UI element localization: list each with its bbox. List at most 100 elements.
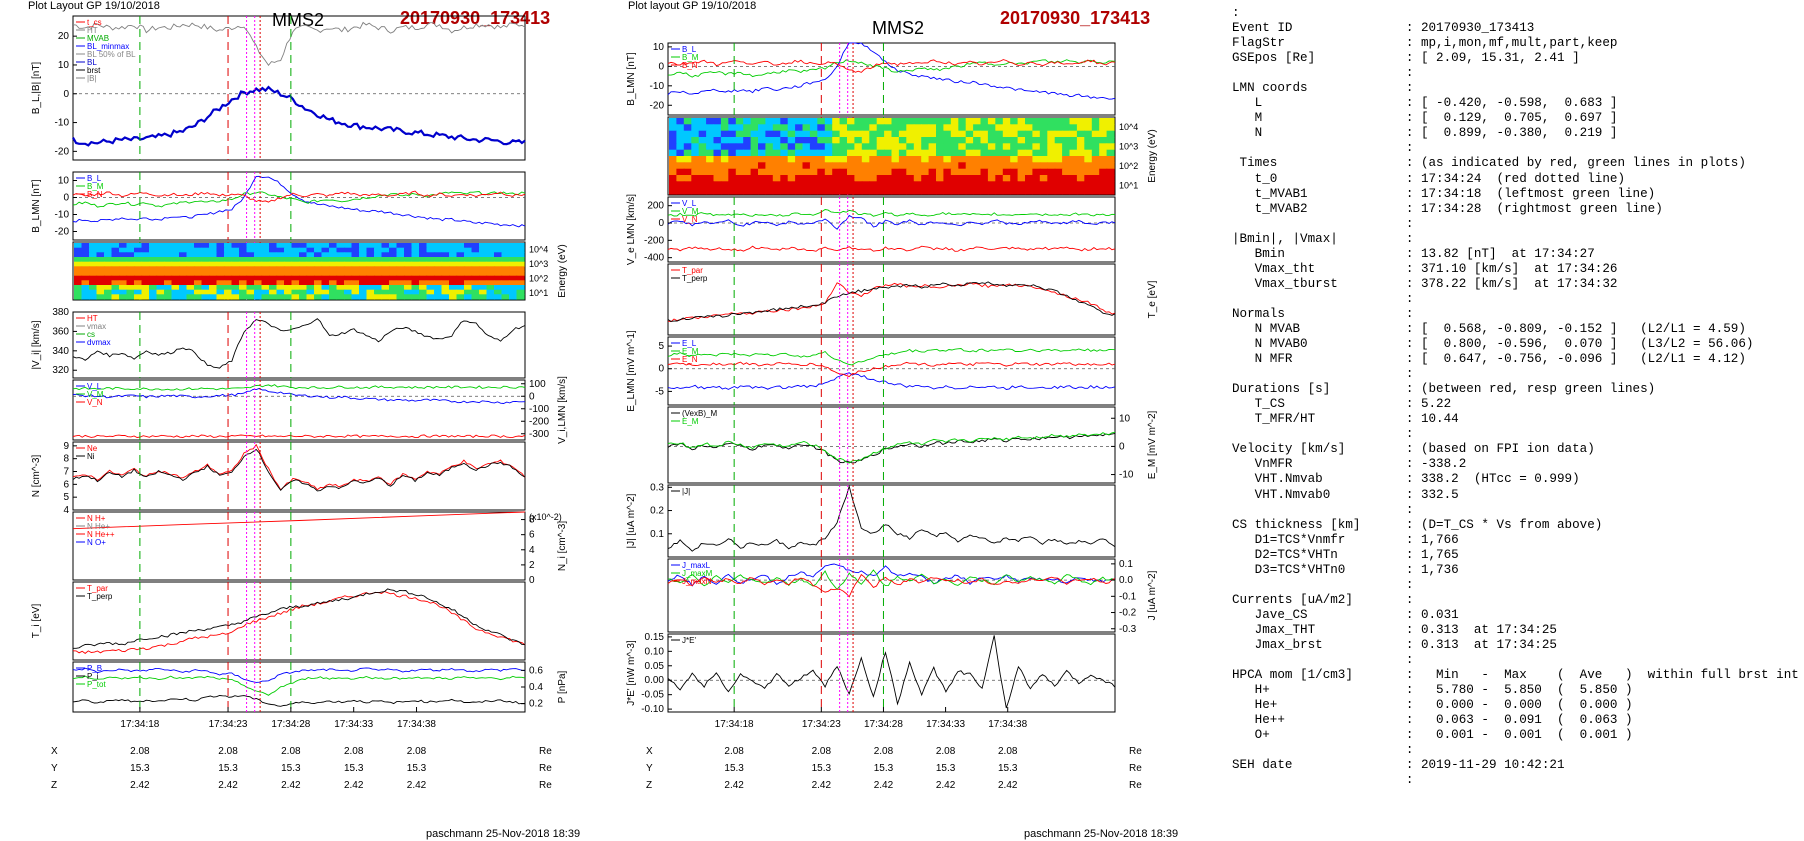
heatmap-cell <box>750 187 759 195</box>
heatmap-cell <box>861 162 870 170</box>
heatmap-cell <box>306 257 315 263</box>
series-line-V_N <box>72 434 526 439</box>
panel-frame <box>667 406 1116 484</box>
heatmap-cell <box>720 187 729 195</box>
heatmap-cell <box>516 247 525 253</box>
panel-frame <box>667 263 1116 336</box>
heatmap-cell <box>1069 137 1078 144</box>
heatmap-cell <box>389 247 398 253</box>
heatmap-cell <box>456 294 465 300</box>
heatmap-cell <box>89 285 98 291</box>
y-tick-label: 0 <box>658 364 664 375</box>
heatmap-cell <box>186 294 195 300</box>
heatmap-cell <box>374 257 383 263</box>
heatmap-cell <box>980 130 989 138</box>
heatmap-cell <box>231 252 240 258</box>
heatmap-cell <box>669 181 677 189</box>
right-footer: paschmann 25-Nov-2018 18:39 <box>1024 828 1179 840</box>
heatmap-cell <box>344 257 353 263</box>
heatmap-cell <box>239 252 248 258</box>
heatmap-cell <box>96 266 105 272</box>
heatmap-cell <box>936 137 944 144</box>
heatmap-cell <box>449 266 458 272</box>
heatmap-cell <box>1010 181 1019 189</box>
heatmap-cell <box>141 247 150 253</box>
summary-value: : <box>1405 306 1414 321</box>
heatmap-cell <box>1002 175 1011 182</box>
pos-value: 15.3 <box>998 763 1018 774</box>
heatmap-cell <box>411 289 420 295</box>
right-panel-5 <box>667 336 1116 406</box>
heatmap-cell <box>494 257 503 263</box>
heatmap-cell <box>351 257 360 263</box>
heatmap-cell <box>735 162 744 170</box>
heatmap-cell <box>1091 162 1100 170</box>
heatmap-cell <box>89 289 98 295</box>
summary-row: T_MFR/HT : 10.44 <box>1232 412 1799 427</box>
heatmap-cell <box>728 149 737 157</box>
heatmap-cell <box>179 261 188 267</box>
heatmap-cell <box>156 275 165 281</box>
heatmap-cell <box>381 257 390 263</box>
heatmap-cell <box>839 149 848 157</box>
heatmap-cell <box>464 275 473 281</box>
heatmap-cell <box>81 294 90 300</box>
heatmap-cell <box>351 266 360 272</box>
y-tick-label: 0.1 <box>650 529 664 540</box>
heatmap-cell <box>404 289 413 295</box>
heatmap-cell <box>179 271 188 277</box>
heatmap-cell <box>89 271 98 277</box>
heatmap-cell <box>876 137 885 144</box>
heatmap-cell <box>795 143 804 151</box>
heatmap-cell <box>411 247 420 253</box>
heatmap-cell <box>876 175 885 182</box>
x-tick-label: 17:34:18 <box>120 719 159 730</box>
heatmap-cell <box>1047 143 1056 151</box>
x-tick-label: 17:34:28 <box>271 719 310 730</box>
heatmap-cell <box>854 143 863 151</box>
legend-label: HT <box>87 26 98 35</box>
heatmap-cell <box>89 261 98 267</box>
heatmap-cell <box>787 118 796 125</box>
heatmap-cell <box>1002 124 1011 132</box>
heatmap-cell <box>366 252 375 258</box>
series-line-|V_i| <box>72 318 526 369</box>
heatmap-cell <box>239 280 248 286</box>
heatmap-cell <box>134 280 143 286</box>
heatmap-cell <box>698 130 707 138</box>
heatmap-cell <box>832 181 841 189</box>
heatmap-cell <box>676 168 685 176</box>
legend-label: N O+ <box>87 538 106 547</box>
heatmap-cell <box>1084 181 1093 189</box>
heatmap-cell <box>847 175 855 182</box>
y-tick-label: 360 <box>52 326 69 337</box>
heatmap-cell <box>149 285 158 291</box>
heatmap-cell <box>269 266 278 272</box>
heatmap-cell <box>1010 149 1019 157</box>
heatmap-cell <box>950 162 959 170</box>
heatmap-cell <box>164 243 173 249</box>
heatmap-cell <box>374 271 383 277</box>
heatmap-cell <box>728 143 737 151</box>
heatmap-cell <box>119 261 128 267</box>
legend-label: V_N <box>682 215 698 224</box>
heatmap-cell <box>728 156 737 163</box>
heatmap-cell <box>780 124 789 132</box>
series-line-T_par <box>72 590 526 654</box>
summary-row: : <box>1232 653 1799 668</box>
heatmap-cell <box>1010 143 1019 151</box>
legend-label: B_L <box>87 174 102 183</box>
series-line-T_par <box>667 281 1116 323</box>
heatmap-cell <box>396 280 405 286</box>
heatmap-cell <box>950 187 959 195</box>
heatmap-cell <box>261 285 270 291</box>
heatmap-cell <box>381 261 390 267</box>
left-panel-7 <box>72 511 526 581</box>
heatmap-cell <box>691 124 700 132</box>
heatmap-cell <box>1062 175 1071 182</box>
heatmap-cell <box>1106 175 1115 182</box>
heatmap-cell <box>291 247 300 253</box>
summary-row: Velocity [km/s] : (based on FPI ion data… <box>1232 442 1799 457</box>
heatmap-cell <box>254 289 263 295</box>
heatmap-cell <box>973 168 982 176</box>
